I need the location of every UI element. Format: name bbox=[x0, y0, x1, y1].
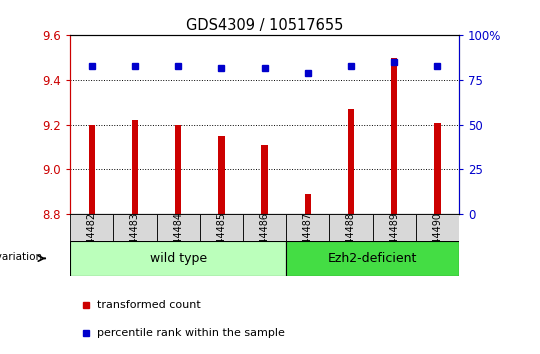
FancyBboxPatch shape bbox=[243, 214, 286, 269]
Bar bbox=[175, 125, 181, 214]
FancyBboxPatch shape bbox=[329, 214, 373, 269]
Text: Ezh2-deficient: Ezh2-deficient bbox=[328, 252, 417, 265]
Text: genotype/variation: genotype/variation bbox=[0, 252, 42, 262]
Bar bbox=[434, 122, 441, 214]
Bar bbox=[89, 125, 95, 214]
Bar bbox=[218, 136, 225, 214]
Text: GSM744488: GSM744488 bbox=[346, 212, 356, 271]
Text: GSM744487: GSM744487 bbox=[303, 212, 313, 271]
Text: GSM744483: GSM744483 bbox=[130, 212, 140, 271]
FancyBboxPatch shape bbox=[286, 241, 459, 276]
Bar bbox=[305, 194, 311, 214]
FancyBboxPatch shape bbox=[113, 214, 157, 269]
FancyBboxPatch shape bbox=[157, 214, 200, 269]
Bar bbox=[261, 145, 268, 214]
FancyBboxPatch shape bbox=[416, 214, 459, 269]
Bar bbox=[391, 58, 397, 214]
Text: GSM744485: GSM744485 bbox=[217, 212, 226, 271]
Text: GSM744486: GSM744486 bbox=[260, 212, 269, 271]
Text: GSM744484: GSM744484 bbox=[173, 212, 183, 271]
Bar bbox=[348, 109, 354, 214]
FancyBboxPatch shape bbox=[286, 214, 329, 269]
FancyBboxPatch shape bbox=[70, 214, 113, 269]
FancyBboxPatch shape bbox=[200, 214, 243, 269]
Text: transformed count: transformed count bbox=[97, 299, 201, 310]
Text: GSM744490: GSM744490 bbox=[433, 212, 442, 271]
Title: GDS4309 / 10517655: GDS4309 / 10517655 bbox=[186, 18, 343, 33]
Text: GSM744482: GSM744482 bbox=[87, 212, 97, 271]
Text: GSM744489: GSM744489 bbox=[389, 212, 399, 271]
FancyBboxPatch shape bbox=[373, 214, 416, 269]
Text: wild type: wild type bbox=[150, 252, 207, 265]
Bar bbox=[132, 120, 138, 214]
FancyBboxPatch shape bbox=[70, 241, 286, 276]
Text: percentile rank within the sample: percentile rank within the sample bbox=[97, 327, 285, 338]
